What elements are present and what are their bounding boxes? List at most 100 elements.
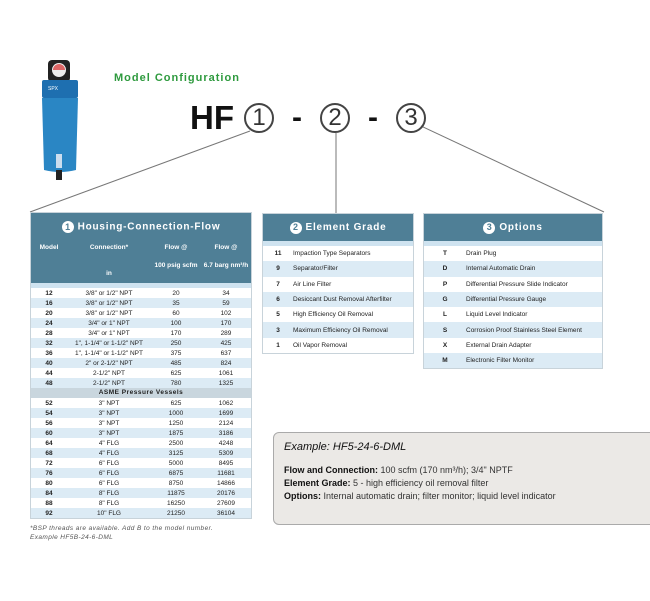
table-cell: 1699 xyxy=(218,409,234,417)
table-cell: 4248 xyxy=(218,439,234,447)
table-cell: 84 xyxy=(45,489,53,497)
model-prefix: HF xyxy=(190,99,234,136)
options-table: 3 Options T Drain Plug D Internal Automatic … xyxy=(423,213,603,370)
table-cell: 3/8" or 1/2" NPT xyxy=(85,289,133,297)
table-cell: 425 xyxy=(220,339,232,347)
options-header: 3 Options xyxy=(424,214,602,241)
table-cell: 35 xyxy=(172,299,180,307)
table-cell: 1250 xyxy=(168,419,184,427)
table-cell: 1325 xyxy=(218,379,234,387)
table-cell: 780 xyxy=(170,379,182,387)
option-label: Oil Vapor Removal xyxy=(293,341,348,349)
option-label: Air Line Filter xyxy=(293,280,332,288)
table-cell: 3/4" or 1" NPT xyxy=(88,329,130,337)
option-code: D xyxy=(442,265,448,273)
table-row: 72 6" FLG 5000 8495 xyxy=(31,458,251,468)
example-line: Options: Internal automatic drain; filte… xyxy=(284,491,650,501)
grade-header: 2 Element Grade xyxy=(263,214,413,241)
table-cell: 16 xyxy=(45,299,53,307)
list-item: 5 High Efficiency Oil Removal xyxy=(263,307,413,322)
table-cell: 76 xyxy=(45,469,53,477)
table-row: 48 2-1/2" NPT 780 1325 xyxy=(31,378,251,388)
option-label: External Drain Adapter xyxy=(466,341,532,349)
option-code: S xyxy=(442,326,448,334)
table-cell: 5309 xyxy=(218,449,234,457)
example-box: Example: HF5-24-6-DML Flow and Connectio… xyxy=(273,432,650,525)
table-cell: 2124 xyxy=(218,419,234,427)
table-row: 36 1", 1-1/4" or 1-1/2" NPT 375 637 xyxy=(31,348,251,358)
list-item: 7 Air Line Filter xyxy=(263,277,413,292)
element-grade-table: 2 Element Grade 11 Impaction Type Separato… xyxy=(262,213,414,355)
table-cell: 60 xyxy=(45,429,53,437)
col-model: Model xyxy=(39,243,59,251)
housing-table: 1 Housing-Connection-Flow Model Connectio… xyxy=(30,212,252,519)
position-3-circle: 3 xyxy=(396,103,426,133)
table-cell: 40 xyxy=(45,359,53,367)
option-label: Corrosion Proof Stainless Steel Element xyxy=(466,326,582,334)
table-cell: 6" FLG xyxy=(98,479,120,487)
table-cell: 36 xyxy=(45,349,53,357)
table-row: 68 4" FLG 3125 5309 xyxy=(31,448,251,458)
example-text: 100 scfm (170 nm³/h); 3/4" NPTF xyxy=(378,465,513,475)
col-connection-unit: in xyxy=(106,270,112,277)
table-cell: 28 xyxy=(45,329,53,337)
table-cell: 4" FLG xyxy=(98,439,120,447)
table-row: 16 3/8" or 1/2" NPT 35 59 xyxy=(31,298,251,308)
table-cell: 2-1/2" NPT xyxy=(93,369,125,377)
col-flow-nm3h: Flow @ xyxy=(214,243,238,251)
table-cell: 100 xyxy=(170,319,182,327)
list-item: D Internal Automatic Drain xyxy=(424,261,602,277)
housing-title: Housing-Connection-Flow xyxy=(77,221,221,233)
example-label: Options: xyxy=(284,491,321,501)
table-cell: 48 xyxy=(45,379,53,387)
table-cell: 1061 xyxy=(218,369,234,377)
table-row: 28 3/4" or 1" NPT 170 289 xyxy=(31,328,251,338)
table-row: 64 4" FLG 2500 4248 xyxy=(31,438,251,448)
example-text: Internal automatic drain; filter monitor… xyxy=(321,491,556,501)
table-row: 76 6" FLG 6875 11681 xyxy=(31,468,251,478)
table-row: 88 8" FLG 16250 27609 xyxy=(31,498,251,508)
table-row: 80 6" FLG 8750 14866 xyxy=(31,478,251,488)
table-cell: 637 xyxy=(220,349,232,357)
example-title: Example: HF5-24-6-DML xyxy=(284,441,407,453)
table-cell: 3/8" or 1/2" NPT xyxy=(85,309,133,317)
list-item: 11 Impaction Type Separators xyxy=(263,246,413,261)
number-badge: 2 xyxy=(289,221,302,234)
option-code: 1 xyxy=(276,341,280,349)
option-code: G xyxy=(442,296,448,304)
table-cell: 3" NPT xyxy=(98,429,120,437)
table-cell: 34 xyxy=(222,289,230,297)
list-item: T Drain Plug xyxy=(424,246,602,261)
list-item: 3 Maximum Efficiency Oil Removal xyxy=(263,322,413,338)
table-row: 52 3" NPT 625 1062 xyxy=(31,398,251,408)
table-cell: 6" FLG xyxy=(98,459,120,467)
table-cell: 289 xyxy=(220,329,232,337)
table-cell: 11875 xyxy=(167,489,185,497)
table-cell: 8" FLG xyxy=(98,489,120,497)
table-cell: 44 xyxy=(45,369,53,377)
table-cell: 8" FLG xyxy=(98,499,120,507)
table-cell: 8495 xyxy=(218,459,234,467)
option-code: M xyxy=(442,357,448,365)
options-title: Options xyxy=(499,222,543,233)
option-code: 3 xyxy=(276,326,280,334)
table-cell: 60 xyxy=(172,309,180,317)
table-cell: 625 xyxy=(170,369,182,377)
table-cell: 3/8" or 1/2" NPT xyxy=(85,299,133,307)
example-text: 5 - high efficiency oil removal filter xyxy=(350,478,489,488)
option-code: P xyxy=(442,280,448,288)
table-cell: 3186 xyxy=(218,429,234,437)
table-cell: 3" NPT xyxy=(98,409,120,417)
table-cell: 14866 xyxy=(216,479,236,487)
table-cell: 27609 xyxy=(216,499,236,507)
option-label: Maximum Efficiency Oil Removal xyxy=(293,326,388,334)
table-row: 12 3/8" or 1/2" NPT 20 34 xyxy=(31,288,251,298)
list-item: G Differential Pressure Gauge xyxy=(424,291,602,308)
table-cell: 32 xyxy=(45,339,53,347)
table-cell: 1062 xyxy=(218,399,234,407)
table-cell: 3125 xyxy=(168,449,184,457)
table-cell: 24 xyxy=(45,319,53,327)
table-cell: 20 xyxy=(172,289,180,297)
list-item: 9 Separator/Filter xyxy=(263,261,413,277)
col-flow-scfm-unit: 100 psig scfm xyxy=(154,261,198,269)
